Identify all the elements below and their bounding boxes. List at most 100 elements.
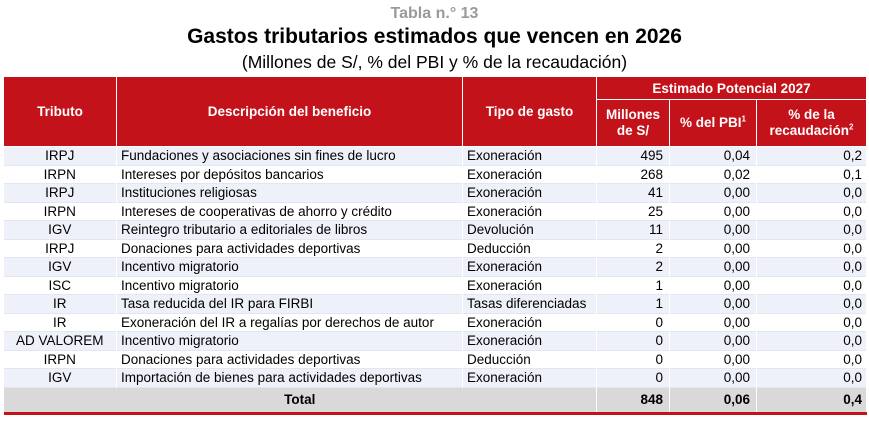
cell-millones: 0 — [596, 350, 670, 369]
cell-descripcion: Importación de bienes para actividades d… — [116, 368, 463, 387]
cell-pbi: 0,00 — [669, 202, 757, 221]
cell-descripcion: Exoneración del IR a regalías por derech… — [116, 313, 463, 332]
cell-tributo: IRPN — [3, 202, 117, 221]
header-tributo: Tributo — [3, 76, 117, 147]
cell-millones: 495 — [596, 146, 670, 165]
cell-tipo: Exoneración — [462, 276, 597, 295]
cell-tipo: Exoneración — [462, 368, 597, 387]
cell-descripcion: Intereses de cooperativas de ahorro y cr… — [116, 202, 463, 221]
tax-expenditure-table: Tributo Descripción del beneficio Tipo d… — [3, 76, 867, 415]
cell-recaudacion: 0,0 — [756, 239, 867, 258]
cell-millones: 11 — [596, 220, 670, 239]
table-row: IRPJ Donaciones para actividades deportiv… — [3, 239, 867, 258]
cell-descripcion: Incentivo migratorio — [116, 257, 463, 276]
table-row: IR Tasa reducida del IR para FIRBI Tasas d… — [3, 294, 867, 313]
cell-tipo: Exoneración — [462, 183, 597, 202]
cell-millones: 268 — [596, 165, 670, 184]
cell-millones: 1 — [596, 276, 670, 295]
cell-descripcion: Donaciones para actividades deportivas — [116, 239, 463, 258]
table-row: IGV Reintegro tributario a editoriales de… — [3, 220, 867, 239]
header-pct-recaudacion: % de la recaudación2 — [756, 99, 867, 147]
total-pbi: 0,06 — [669, 387, 757, 415]
table-row: IRPJ Fundaciones y asociaciones sin fines… — [3, 146, 867, 165]
footnote-marker-1: 1 — [741, 114, 746, 124]
cell-descripcion: Reintegro tributario a editoriales de li… — [116, 220, 463, 239]
table-row: IRPN Intereses de cooperativas de ahorro … — [3, 202, 867, 221]
table-row: ISC Incentivo migratorio Exoneración 1 0,00 0… — [3, 276, 867, 295]
cell-pbi: 0,00 — [669, 368, 757, 387]
header-millones: Millones de S/ — [596, 99, 670, 147]
total-row: Total 848 0,06 0,4 — [3, 387, 867, 415]
header-group-estimado: Estimado Potencial 2027 — [596, 76, 867, 100]
cell-tipo: Exoneración — [462, 165, 597, 184]
table-row: IGV Incentivo migratorio Exoneración 2 0,00 0… — [3, 257, 867, 276]
cell-pbi: 0,00 — [669, 294, 757, 313]
cell-millones: 41 — [596, 183, 670, 202]
cell-millones: 0 — [596, 331, 670, 350]
cell-tipo: Devolución — [462, 220, 597, 239]
cell-recaudacion: 0,0 — [756, 350, 867, 369]
cell-tributo: IRPJ — [3, 146, 117, 165]
cell-tributo: IGV — [3, 257, 117, 276]
table-row: IGV Importación de bienes para actividade… — [3, 368, 867, 387]
cell-tributo: IRPN — [3, 165, 117, 184]
header-pct-rec-line1: % de la — [788, 107, 835, 122]
cell-tributo: IR — [3, 313, 117, 332]
cell-descripcion: Fundaciones y asociaciones sin fines de … — [116, 146, 463, 165]
cell-tributo: AD VALOREM — [3, 331, 117, 350]
cell-pbi: 0,00 — [669, 350, 757, 369]
total-label: Total — [3, 387, 597, 415]
cell-tipo: Deducción — [462, 239, 597, 258]
cell-descripcion: Instituciones religiosas — [116, 183, 463, 202]
total-millones: 848 — [596, 387, 670, 415]
cell-millones: 2 — [596, 239, 670, 258]
cell-descripcion: Donaciones para actividades deportivas — [116, 350, 463, 369]
cell-tributo: ISC — [3, 276, 117, 295]
cell-millones: 0 — [596, 313, 670, 332]
cell-millones: 2 — [596, 257, 670, 276]
cell-tributo: IRPN — [3, 350, 117, 369]
table-row: IRPN Intereses por depósitos bancarios Exo… — [3, 165, 867, 184]
header-millones-line2: de S/ — [616, 123, 650, 138]
cell-millones: 1 — [596, 294, 670, 313]
cell-millones: 25 — [596, 202, 670, 221]
cell-pbi: 0,00 — [669, 331, 757, 350]
cell-tipo: Exoneración — [462, 257, 597, 276]
header-millones-line1: Millones — [605, 107, 660, 122]
cell-tributo: IRPJ — [3, 239, 117, 258]
cell-pbi: 0,00 — [669, 220, 757, 239]
page-title: Gastos tributarios estimados que vencen … — [187, 25, 682, 48]
cell-recaudacion: 0,2 — [756, 146, 867, 165]
header-pct-rec-line2: recaudación — [769, 123, 850, 138]
table-row: IRPJ Instituciones religiosas Exoneración 4… — [3, 183, 867, 202]
cell-recaudacion: 0,0 — [756, 368, 867, 387]
cell-recaudacion: 0,0 — [756, 294, 867, 313]
cell-tipo: Exoneración — [462, 202, 597, 221]
cell-pbi: 0,04 — [669, 146, 757, 165]
cell-pbi: 0,00 — [669, 276, 757, 295]
cell-recaudacion: 0,1 — [756, 165, 867, 184]
cell-tipo: Deducción — [462, 350, 597, 369]
header-pct-pbi: % del PBI1 — [669, 99, 757, 147]
cell-tributo: IR — [3, 294, 117, 313]
footnote-marker-2: 2 — [849, 122, 854, 132]
cell-tributo: IRPJ — [3, 183, 117, 202]
cell-descripcion: Incentivo migratorio — [116, 276, 463, 295]
cell-recaudacion: 0,0 — [756, 220, 867, 239]
cell-millones: 0 — [596, 368, 670, 387]
cell-pbi: 0,00 — [669, 257, 757, 276]
header-descripcion: Descripción del beneficio — [116, 76, 463, 147]
table-row: IR Exoneración del IR a regalías por dere… — [3, 313, 867, 332]
cell-pbi: 0,00 — [669, 313, 757, 332]
cell-pbi: 0,00 — [669, 183, 757, 202]
table-number: Tabla n.° 13 — [390, 5, 479, 22]
cell-tipo: Exoneración — [462, 146, 597, 165]
cell-tributo: IGV — [3, 220, 117, 239]
cell-descripcion: Intereses por depósitos bancarios — [116, 165, 463, 184]
cell-tributo: IGV — [3, 368, 117, 387]
cell-pbi: 0,00 — [669, 239, 757, 258]
total-recaudacion: 0,4 — [756, 387, 867, 415]
header-pct-pbi-label: % del PBI — [680, 115, 742, 130]
cell-recaudacion: 0,0 — [756, 313, 867, 332]
